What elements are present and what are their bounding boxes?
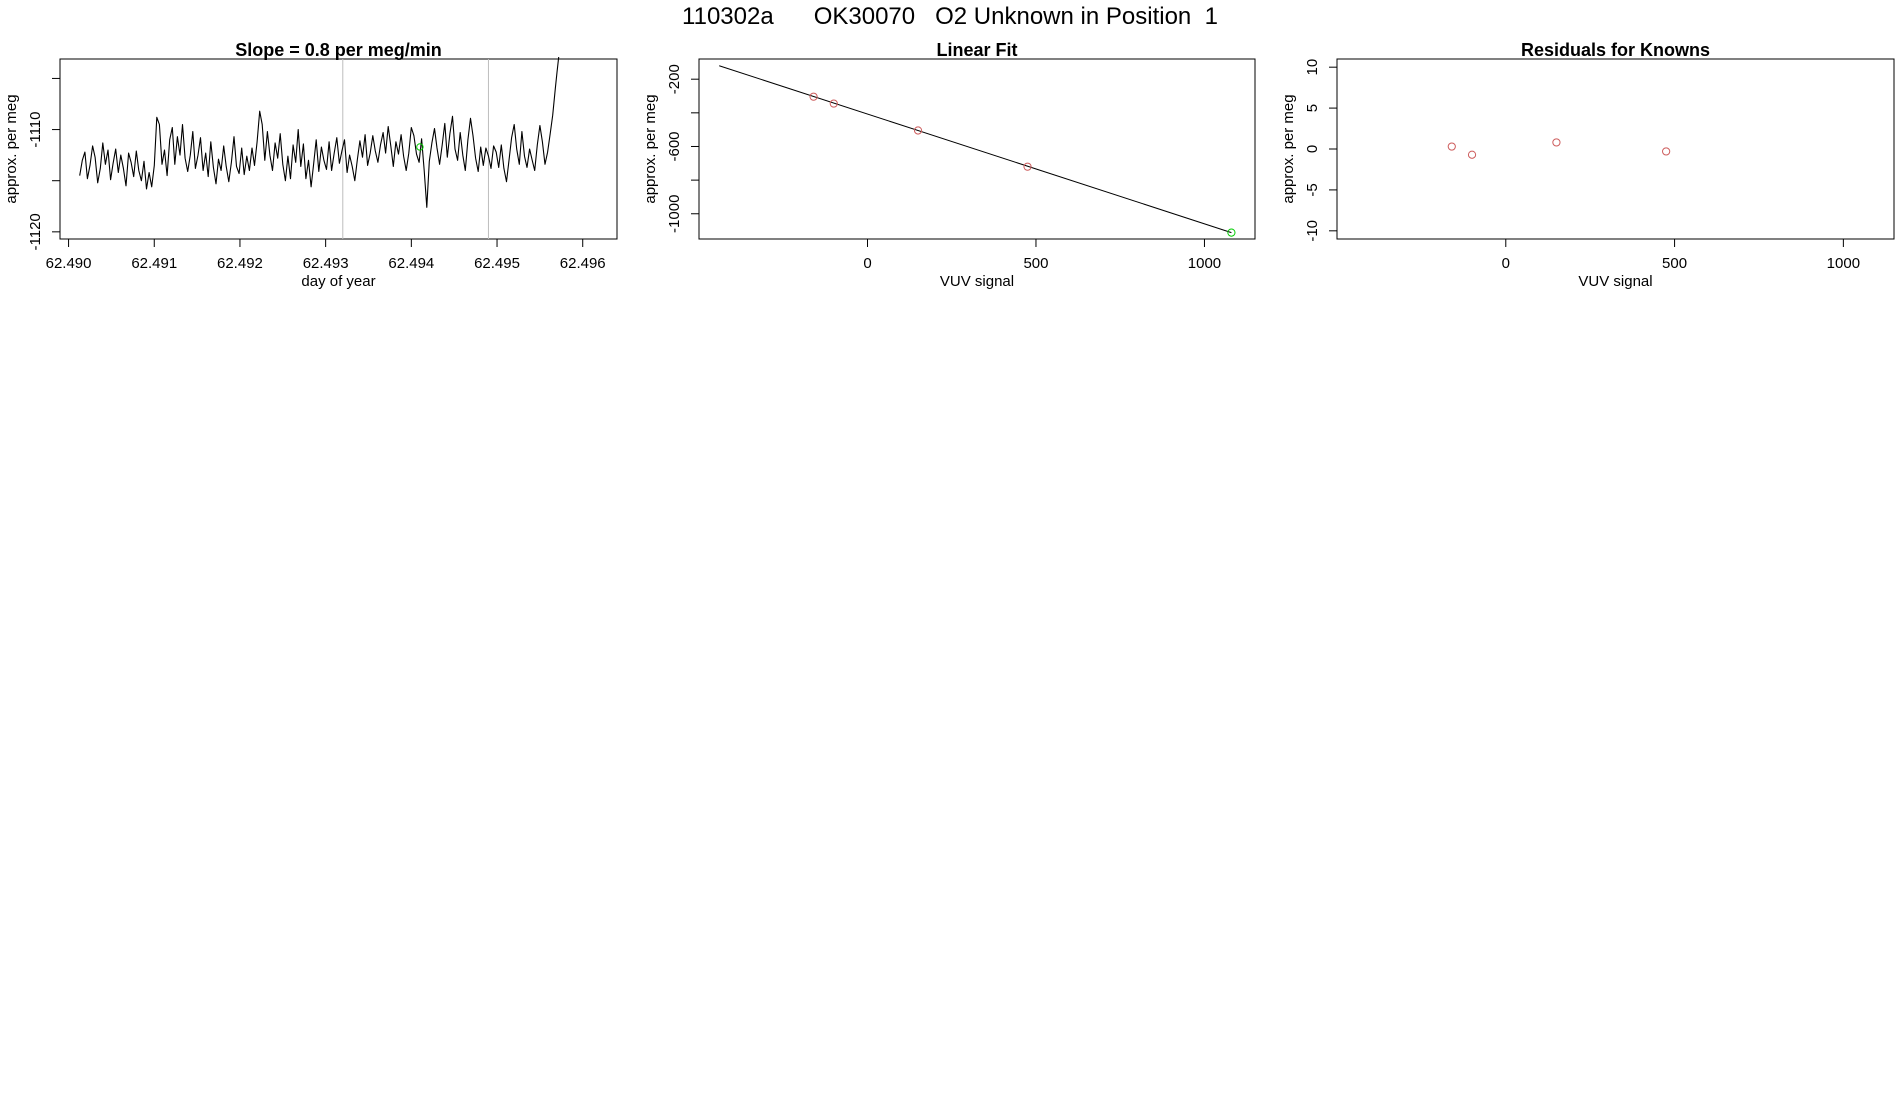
unknown-point <box>1227 228 1236 237</box>
y-tick-label: -1110 <box>27 111 44 147</box>
known-point <box>809 92 818 101</box>
y-axis-label: approx. per meg <box>1280 94 1297 203</box>
y-tick-label: -5 <box>1304 183 1321 196</box>
timeseries-panel: Slope = 0.8 per meg/min 62.490 62.491 62.49… <box>3 40 618 290</box>
x-tick-label: 0 <box>1502 255 1510 272</box>
plot-frame <box>1336 58 1895 240</box>
known-point <box>1467 150 1477 159</box>
series-line <box>79 56 560 208</box>
y-tick-label: -1120 <box>27 213 44 250</box>
fit-line <box>719 65 1232 234</box>
x-tick-label: 62.495 <box>474 255 520 272</box>
x-tick-label: 500 <box>1662 255 1687 272</box>
x-tick-label: 0 <box>863 255 871 272</box>
x-tick-label: 500 <box>1023 255 1048 272</box>
x-axis-label: day of year <box>301 273 375 290</box>
x-tick-label: 62.494 <box>388 255 434 272</box>
chart-title: Slope = 0.8 per meg/min <box>235 40 442 60</box>
known-point <box>913 126 923 135</box>
y-axis-label: approx. per meg <box>642 94 659 203</box>
x-tick-label: 62.491 <box>131 255 177 272</box>
x-axis-label: VUV signal <box>1578 273 1652 290</box>
x-tick-label: 62.492 <box>217 255 263 272</box>
y-tick-label: 10 <box>1304 59 1321 76</box>
chart-title: Residuals for Knowns <box>1521 40 1710 60</box>
x-tick-label: 1000 <box>1827 255 1860 272</box>
x-tick-label: 62.493 <box>303 255 349 272</box>
known-point <box>1552 138 1561 147</box>
x-axis-label: VUV signal <box>940 273 1014 290</box>
known-point <box>829 99 838 108</box>
y-tick-label: -600 <box>666 131 683 161</box>
y-tick-label: 5 <box>1304 104 1321 112</box>
known-point <box>1023 162 1032 171</box>
y-tick-label: 0 <box>1304 145 1321 153</box>
x-tick-label: 62.490 <box>46 255 92 272</box>
y-tick-label: -10 <box>1304 220 1321 242</box>
y-axis-label: approx. per meg <box>3 94 20 203</box>
known-point <box>1662 147 1671 156</box>
y-tick-label: -200 <box>666 64 683 94</box>
highlight-point <box>416 143 424 151</box>
page-title: 110302a OK30070 O2 Unknown in Position 1 <box>682 3 1218 30</box>
y-tick-label: -1000 <box>666 195 683 233</box>
chart-title: Linear Fit <box>936 40 1017 60</box>
linear-fit-panel: Linear Fit 0 500 1000 VUV signal -1000 -600 -20… <box>642 40 1256 290</box>
residuals-panel: Residuals for Knowns 0 500 1000 VUV signal -1… <box>1280 40 1895 290</box>
x-tick-label: 1000 <box>1188 255 1221 272</box>
x-tick-label: 62.496 <box>560 255 606 272</box>
known-point <box>1447 142 1456 151</box>
